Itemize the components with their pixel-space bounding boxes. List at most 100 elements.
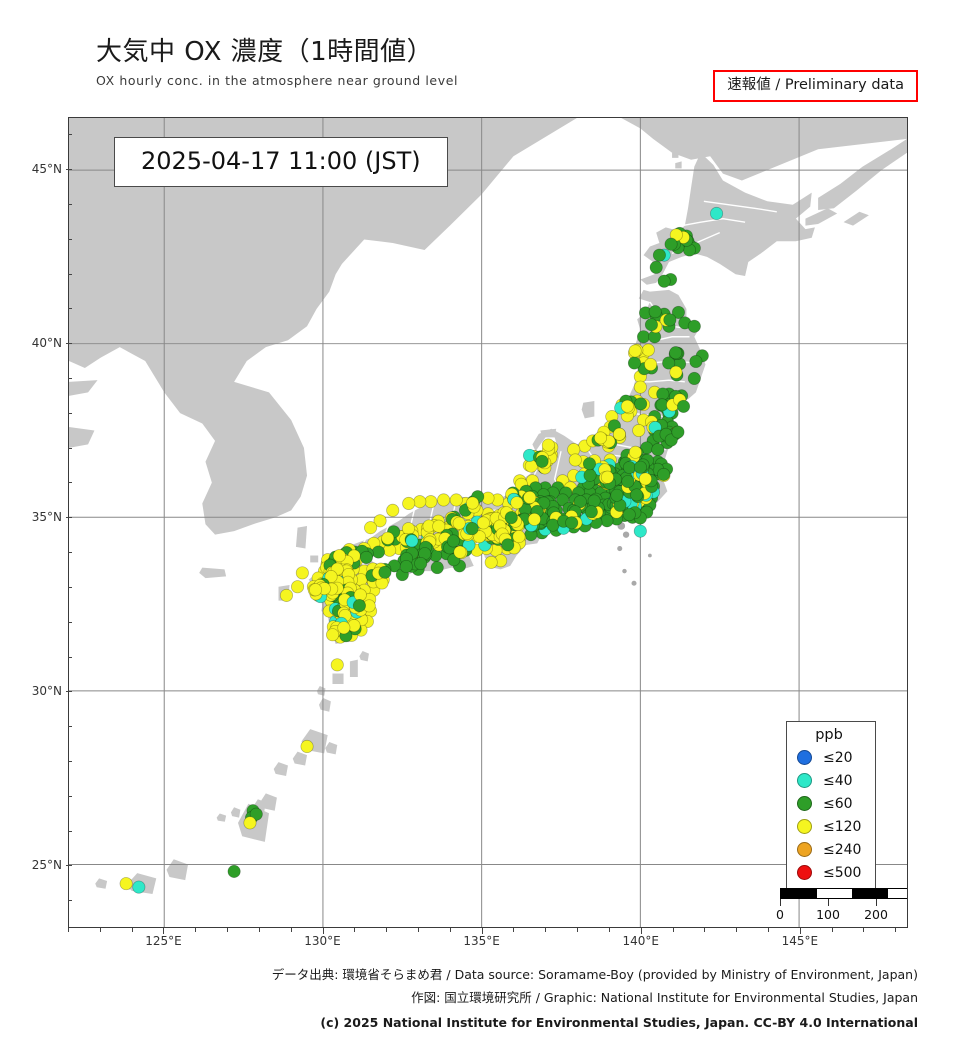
observation-point[interactable] <box>371 545 385 559</box>
observation-point[interactable] <box>249 807 263 821</box>
observation-point[interactable] <box>119 877 133 891</box>
observation-point[interactable] <box>437 493 451 507</box>
observation-point[interactable] <box>449 493 463 507</box>
observation-point[interactable] <box>452 516 466 530</box>
observation-point[interactable] <box>638 472 652 486</box>
observation-point[interactable] <box>664 237 678 251</box>
observation-point[interactable] <box>556 493 570 507</box>
observation-point[interactable] <box>446 534 460 548</box>
observation-point[interactable] <box>501 538 515 552</box>
observation-point[interactable] <box>634 397 648 411</box>
observation-point[interactable] <box>352 599 366 613</box>
observation-point[interactable] <box>621 474 635 489</box>
observation-point[interactable] <box>687 319 701 333</box>
observation-point[interactable] <box>612 427 626 441</box>
observation-point[interactable] <box>430 561 444 575</box>
observation-point[interactable] <box>381 531 395 545</box>
legend-item-1[interactable]: ≤40 <box>795 769 869 792</box>
observation-point[interactable] <box>326 628 340 642</box>
observation-point[interactable] <box>295 566 309 580</box>
observation-point[interactable] <box>669 365 683 379</box>
observation-point[interactable] <box>401 522 416 536</box>
observation-point[interactable] <box>465 522 479 536</box>
observation-point[interactable] <box>620 399 634 413</box>
observation-point[interactable] <box>359 550 373 564</box>
observation-point[interactable] <box>622 461 636 475</box>
observation-point[interactable] <box>565 516 579 530</box>
observation-point[interactable] <box>644 357 658 372</box>
observation-point[interactable] <box>710 206 724 220</box>
legend-item-2[interactable]: ≤60 <box>795 792 869 815</box>
observation-point[interactable] <box>584 505 598 519</box>
legend-item-0[interactable]: ≤20 <box>795 746 869 769</box>
observation-point[interactable] <box>657 467 671 481</box>
observation-point[interactable] <box>466 496 480 510</box>
observation-point[interactable] <box>414 556 428 571</box>
observation-point[interactable] <box>541 438 555 452</box>
observation-point[interactable] <box>568 453 582 467</box>
observation-point[interactable] <box>583 468 597 482</box>
observation-point[interactable] <box>378 565 392 579</box>
observation-point[interactable] <box>628 344 642 358</box>
observation-point[interactable] <box>510 496 524 510</box>
observation-point[interactable] <box>484 555 498 569</box>
observation-point[interactable] <box>291 580 305 594</box>
map-plot-area[interactable]: 2025-04-17 11:00 (JST) ppb ≤20 ≤40 ≤60 ≤120… <box>68 117 908 928</box>
observation-point[interactable] <box>671 305 685 319</box>
observation-point[interactable] <box>535 454 549 468</box>
observation-point[interactable] <box>662 356 676 370</box>
observation-point[interactable] <box>632 423 646 438</box>
observation-point[interactable] <box>405 534 419 548</box>
observation-point[interactable] <box>413 495 427 509</box>
observation-point[interactable] <box>364 521 378 535</box>
observation-point[interactable] <box>649 260 663 274</box>
observation-point[interactable] <box>402 496 416 510</box>
observation-point[interactable] <box>332 549 346 563</box>
observation-point[interactable] <box>504 511 518 525</box>
observation-point[interactable] <box>648 305 662 319</box>
observation-point[interactable] <box>337 621 351 635</box>
observation-point[interactable] <box>652 248 666 262</box>
observation-point[interactable] <box>330 658 344 672</box>
observation-point[interactable] <box>432 519 446 533</box>
observation-point[interactable] <box>386 503 400 517</box>
observation-point[interactable] <box>633 460 647 474</box>
observation-point[interactable] <box>373 514 387 528</box>
observation-point[interactable] <box>582 457 596 471</box>
observation-point[interactable] <box>587 494 601 508</box>
observation-point[interactable] <box>476 516 490 530</box>
observation-point[interactable] <box>689 354 703 369</box>
observation-point[interactable] <box>627 356 641 370</box>
observation-point[interactable] <box>641 343 655 357</box>
observation-point[interactable] <box>324 570 338 584</box>
observation-point[interactable] <box>633 380 647 394</box>
observation-point[interactable] <box>663 313 677 327</box>
observation-point[interactable] <box>676 399 691 413</box>
observation-point[interactable] <box>630 488 644 502</box>
observation-point[interactable] <box>600 514 614 528</box>
observation-point[interactable] <box>424 495 438 509</box>
observation-point[interactable] <box>527 512 541 526</box>
observation-point[interactable] <box>687 371 701 385</box>
legend-item-3[interactable]: ≤120 <box>795 815 869 838</box>
legend-item-4[interactable]: ≤240 <box>795 838 869 861</box>
observation-point[interactable] <box>227 864 241 878</box>
observation-point[interactable] <box>633 524 647 538</box>
observation-point[interactable] <box>657 274 671 288</box>
observation-point[interactable] <box>600 470 614 484</box>
observation-point[interactable] <box>636 330 651 344</box>
observation-point[interactable] <box>610 488 624 502</box>
observation-point[interactable] <box>573 495 587 509</box>
observation-point[interactable] <box>399 559 413 574</box>
observation-point[interactable] <box>308 583 323 597</box>
observation-point[interactable] <box>279 588 294 602</box>
observation-point[interactable] <box>243 816 257 830</box>
observation-point[interactable] <box>622 508 636 522</box>
observation-point[interactable] <box>593 431 608 445</box>
observation-point[interactable] <box>669 346 683 360</box>
legend-item-5[interactable]: ≤500 <box>795 861 869 884</box>
observation-point[interactable] <box>644 318 658 332</box>
observation-point[interactable] <box>651 443 665 457</box>
observation-point[interactable] <box>628 445 642 459</box>
observation-point[interactable] <box>523 490 537 504</box>
